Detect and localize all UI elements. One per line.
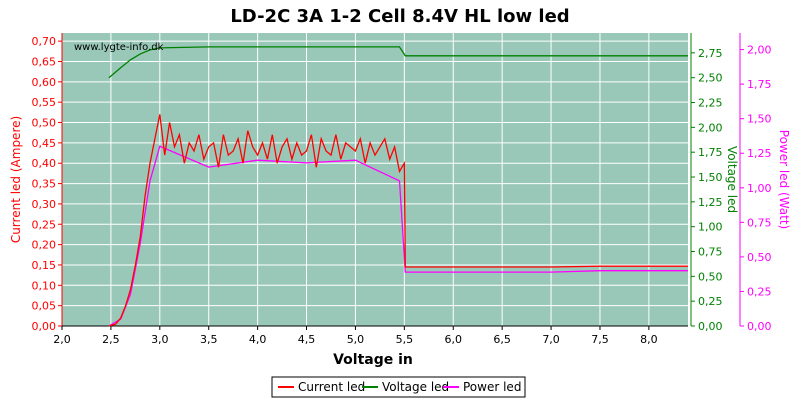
power-tick-label: 0,50 bbox=[747, 251, 772, 264]
x-tick-label: 4,5 bbox=[298, 333, 316, 346]
x-tick-label: 8,0 bbox=[640, 333, 658, 346]
voltage-tick-label: 0,00 bbox=[698, 320, 723, 333]
current-tick-label: 0,45 bbox=[32, 137, 57, 150]
x-tick-label: 5,0 bbox=[347, 333, 365, 346]
voltage-tick-label: 2,25 bbox=[698, 97, 723, 110]
watermark: www.lygte-info.dk bbox=[74, 42, 164, 53]
x-tick-label: 3,5 bbox=[200, 333, 218, 346]
current-axis-title: Current led (Ampere) bbox=[9, 116, 23, 243]
x-tick-label: 5,5 bbox=[396, 333, 414, 346]
series-line-current bbox=[108, 114, 688, 327]
power-tick-label: 1,75 bbox=[747, 78, 772, 91]
power-tick-label: 0,75 bbox=[747, 216, 772, 229]
series-line-voltage bbox=[108, 46, 688, 79]
chart-title: LD-2C 3A 1-2 Cell 8.4V HL low led bbox=[230, 6, 569, 27]
voltage-tick-label: 2,50 bbox=[698, 72, 723, 85]
legend-box bbox=[271, 376, 526, 398]
current-tick-label: 0,30 bbox=[32, 198, 57, 211]
current-tick-label: 0,40 bbox=[32, 157, 57, 170]
voltage-tick-label: 1,75 bbox=[698, 146, 723, 159]
current-tick-label: 0,05 bbox=[32, 300, 57, 313]
current-tick-label: 0,60 bbox=[32, 76, 57, 89]
voltage-tick-label: 0,50 bbox=[698, 270, 723, 283]
x-axis: 2,0 2,5 3,0 3,5 4,0 4,5 5,0 5,5 6,0 6,5 7,0 7,5 8,0 bbox=[53, 325, 688, 346]
current-tick-label: 0,00 bbox=[32, 320, 57, 333]
x-tick-label: 7,5 bbox=[591, 333, 609, 346]
current-tick-label: 0,35 bbox=[32, 178, 57, 191]
current-tick-label: 0,20 bbox=[32, 239, 57, 252]
voltage-tick-label: 2,00 bbox=[698, 121, 723, 134]
power-axis-title: Power led (Watt) bbox=[777, 130, 791, 229]
power-tick-label: 2,00 bbox=[747, 44, 772, 57]
legend: Current led Voltage led Power led bbox=[271, 376, 526, 398]
current-tick-label: 0,55 bbox=[32, 96, 57, 109]
x-tick-label: 3,0 bbox=[151, 333, 169, 346]
legend-label: Voltage led bbox=[382, 380, 449, 394]
x-tick-label: 4,0 bbox=[249, 333, 267, 346]
current-tick-label: 0,50 bbox=[32, 117, 57, 130]
current-tick-label: 0,65 bbox=[32, 55, 57, 68]
power-tick-label: 0,00 bbox=[747, 320, 772, 333]
x-tick-label: 6,0 bbox=[445, 333, 463, 346]
voltage-tick-label: 0,25 bbox=[698, 295, 723, 308]
current-tick-label: 0,70 bbox=[32, 35, 57, 48]
voltage-tick-label: 2,75 bbox=[698, 47, 723, 60]
current-tick-label: 0,15 bbox=[32, 259, 57, 272]
voltage-tick-label: 1,50 bbox=[698, 171, 723, 184]
current-axis: 0,00 0,05 0,10 0,15 0,20 0,25 0,30 0,35 0,40 0,45… bbox=[9, 33, 63, 333]
power-tick-label: 1,00 bbox=[747, 182, 772, 195]
power-tick-label: 1,25 bbox=[747, 147, 772, 160]
plot-area bbox=[61, 33, 688, 327]
power-tick-label: 0,25 bbox=[747, 285, 772, 298]
voltage-tick-label: 0,75 bbox=[698, 246, 723, 259]
voltage-axis-title: Voltage led bbox=[725, 146, 739, 213]
current-tick-label: 0,25 bbox=[32, 218, 57, 231]
series-layer bbox=[108, 46, 688, 327]
x-tick-label: 2,0 bbox=[53, 333, 71, 346]
x-tick-label: 7,0 bbox=[542, 333, 560, 346]
plot-background bbox=[62, 33, 688, 326]
voltage-axis: 0,00 0,25 0,50 0,75 1,00 1,25 1,50 1,75 2,00 2,25… bbox=[690, 33, 739, 333]
x-axis-title: Voltage in bbox=[333, 352, 413, 368]
power-axis: 0,00 0,25 0,50 0,75 1,00 1,25 1,50 1,75 2,00 Powe… bbox=[739, 33, 791, 333]
legend-label: Current led bbox=[298, 380, 365, 394]
voltage-tick-label: 1,00 bbox=[698, 221, 723, 234]
voltage-tick-label: 1,25 bbox=[698, 196, 723, 209]
series-line-power bbox=[108, 145, 688, 327]
legend-label: Power led bbox=[463, 380, 521, 394]
power-tick-label: 1,50 bbox=[747, 113, 772, 126]
current-tick-label: 0,10 bbox=[32, 279, 57, 292]
x-tick-label: 6,5 bbox=[493, 333, 511, 346]
x-tick-label: 2,5 bbox=[102, 333, 120, 346]
